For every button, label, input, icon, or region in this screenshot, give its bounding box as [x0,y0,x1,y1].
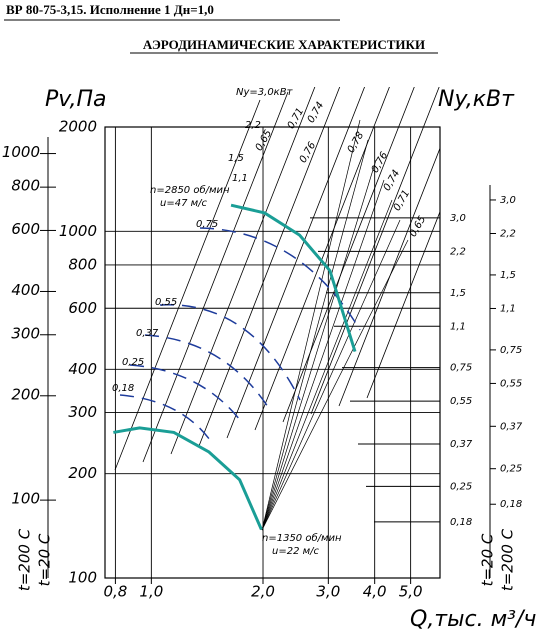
temp-label: t=20 C [479,533,497,586]
diagonal [198,87,341,447]
efficiency-label: 0,76 [370,150,391,175]
y-tick-label: 200 [68,464,97,482]
efficiency-curve [159,304,301,401]
ny2-tick-label: 0,75 [500,345,522,356]
efficiency-curve [129,364,241,421]
diagonal [261,199,393,531]
ny2-tick-label: 0,55 [500,378,522,389]
title: ВР 80-75-3,15. Исполнение 1 Дн=1,0 [6,2,214,17]
efficiency-label: 0,71 [392,188,413,213]
y2-tick-label: 200 [11,385,40,403]
x-tick-label: 0,8 [103,583,127,601]
diagonal [261,219,401,531]
power-label: 1,5 [228,153,244,164]
x-tick-label: 5,0 [399,583,423,601]
efficiency-label: 0,76 [298,140,319,165]
ny-label: Ny,кВт [438,87,515,112]
ny-tick-label: 0,37 [450,439,473,450]
diagonal [261,239,409,531]
series-label: n=1350 об/мин [262,532,342,544]
y-tick-label: 300 [68,403,97,421]
y2-tick-label: 1000 [2,143,40,161]
y-tick-label: 1000 [59,222,97,240]
y2-tick-label: 600 [11,220,40,238]
ny-tick-label: 3,0 [450,213,466,224]
ny2-tick-label: 0,18 [500,499,522,510]
ny2-tick-label: 3,0 [500,195,516,206]
power-label: 0,18 [112,383,134,394]
curve [230,203,357,353]
temp-label: t=200 C [499,528,517,591]
diagonal [254,87,390,431]
power-label: 0,75 [196,219,218,230]
efficiency-label: 0,74 [306,100,327,125]
diagonal [282,87,415,423]
x-label: Q,тыс. м³/ч [410,607,536,632]
x-tick-label: 3,0 [316,583,340,601]
diagonal [366,210,440,399]
y2-tick-label: 800 [11,177,40,195]
power-label: 0,25 [122,357,144,368]
y-label: Pv,Па [45,87,107,112]
diagonal [226,87,365,439]
ny-tick-label: 1,5 [450,288,466,299]
diagonal [170,87,316,455]
series-note: u=47 м/с [160,198,208,209]
power-label: 0,37 [136,328,159,339]
temp-label: t=20 C [36,533,54,586]
y-tick-label: 600 [68,299,97,317]
y2-tick-label: 400 [11,281,40,299]
y2-tick-label: 300 [11,324,40,342]
series-label: n=2850 об/мин [150,184,230,196]
y2-tick-label: 100 [11,490,40,508]
series-note: u=22 м/с [272,546,320,557]
power-label: 1,1 [232,173,248,184]
ny2-tick-label: 0,25 [500,464,522,475]
y-tick-label: 400 [68,360,97,378]
power-label: 2,2 [245,120,261,131]
efficiency-label: 0,78 [346,130,367,155]
diagonal [261,179,385,531]
y-tick-label: 800 [68,255,97,273]
power-annotation: Ny=3,0кВт [236,87,294,98]
ny-tick-label: 0,25 [450,481,472,492]
efficiency-curve [119,394,211,441]
y-tick-label: 2000 [59,118,97,136]
ny2-tick-label: 2,2 [500,229,516,240]
subtitle: АЭРОДИНАМИЧЕСКИЕ ХАРАКТЕРИСТИКИ [143,37,425,52]
diagonal [142,91,289,463]
x-tick-label: 4,0 [363,583,387,601]
ny2-tick-label: 1,1 [500,303,516,314]
y-tick-label: 100 [68,569,97,587]
x-tick-label: 2,0 [251,583,275,601]
diagonal [261,139,369,531]
curve [113,426,263,531]
ny-tick-label: 2,2 [450,246,466,257]
efficiency-label: 0,65 [254,128,275,153]
diagonal [338,147,440,407]
x-tick-label: 1,0 [139,583,163,601]
diagonal [114,99,261,471]
efficiency-curve [199,227,361,331]
diagonal [261,119,361,531]
ny-tick-label: 0,75 [450,363,472,374]
efficiency-curve [144,334,271,411]
ny2-tick-label: 0,37 [500,421,523,432]
diagonal [310,87,440,415]
ny-tick-label: 1,1 [450,321,466,332]
temp-label: t=200 C [16,528,34,591]
ny-tick-label: 0,18 [450,517,472,528]
ny2-tick-label: 1,5 [500,270,516,281]
power-label: 0,55 [155,297,177,308]
diagonal [261,159,377,531]
ny-tick-label: 0,55 [450,396,472,407]
